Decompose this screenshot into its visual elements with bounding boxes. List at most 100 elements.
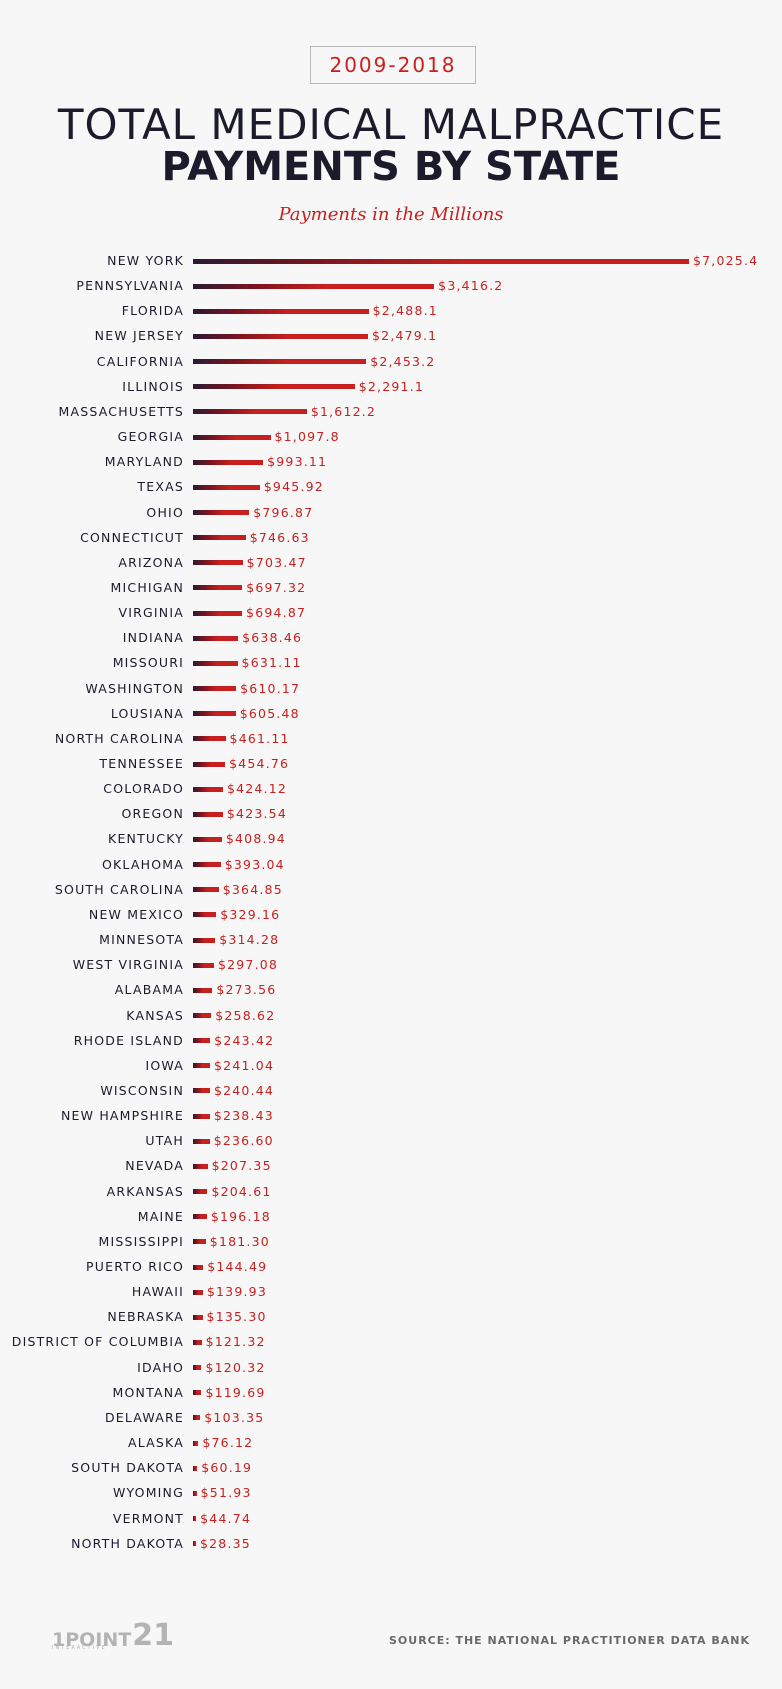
value-label: $44.74 xyxy=(200,1510,252,1526)
category-label: WISCONSIN xyxy=(100,1082,184,1098)
bar xyxy=(193,1415,201,1421)
bar xyxy=(193,434,271,440)
category-label: CALIFORNIA xyxy=(96,353,184,369)
bar xyxy=(193,560,243,566)
value-label: $697.32 xyxy=(246,579,307,595)
bar xyxy=(193,1339,202,1345)
bar xyxy=(193,1013,212,1018)
value-label: $314.28 xyxy=(219,932,280,948)
value-label: $796.87 xyxy=(253,504,314,520)
value-label: $121.32 xyxy=(205,1334,266,1350)
value-label: $60.19 xyxy=(201,1460,253,1476)
bar xyxy=(193,1113,210,1119)
category-label: MARYLAND xyxy=(104,454,184,470)
category-label: MICHIGAN xyxy=(110,579,184,595)
value-label: $119.69 xyxy=(205,1384,266,1400)
value-label: $3,416.2 xyxy=(438,278,504,294)
bar xyxy=(193,1214,207,1220)
value-label: $364.85 xyxy=(222,881,283,897)
category-label: HAWAII xyxy=(131,1284,184,1300)
value-label: $241.04 xyxy=(214,1057,275,1073)
category-label: TENNESSEE xyxy=(99,756,184,771)
category-label: NEW YORK xyxy=(107,253,184,268)
category-label: MONTANA xyxy=(112,1384,184,1400)
category-label: ALASKA xyxy=(127,1435,184,1451)
value-label: $461.11 xyxy=(229,730,290,746)
logo-subtext: INTERACTIVE xyxy=(52,1645,107,1651)
value-label: $7,025.4 xyxy=(693,253,759,268)
bar xyxy=(193,1038,211,1044)
bar xyxy=(193,585,243,591)
value-label: $76.12 xyxy=(202,1435,254,1451)
page-title-line1: TOTAL MEDICAL MALPRACTICE xyxy=(57,100,725,149)
bar xyxy=(193,610,243,616)
bar xyxy=(193,359,367,365)
category-label: IDAHO xyxy=(137,1359,184,1375)
category-label: MAINE xyxy=(137,1208,184,1224)
value-label: $258.62 xyxy=(215,1007,276,1023)
value-label: $139.93 xyxy=(206,1284,267,1300)
category-label: UTAH xyxy=(145,1133,184,1149)
category-label: KENTUCKY xyxy=(108,831,184,847)
category-label: PUERTO RICO xyxy=(86,1259,184,1274)
bar xyxy=(193,1490,197,1496)
category-label: RHODE ISLAND xyxy=(73,1032,184,1048)
category-label: KANSAS xyxy=(126,1007,184,1023)
value-label: $1,097.8 xyxy=(274,429,340,445)
bar xyxy=(193,711,236,717)
category-label: OREGON xyxy=(121,806,184,822)
value-label: $408.94 xyxy=(225,831,286,847)
value-label: $51.93 xyxy=(200,1485,252,1501)
value-label: $945.92 xyxy=(263,479,324,495)
bar xyxy=(193,1063,211,1069)
bar xyxy=(193,1163,208,1169)
value-label: $329.16 xyxy=(220,906,281,922)
value-label: $236.60 xyxy=(213,1133,274,1149)
category-label: NEVADA xyxy=(125,1158,184,1174)
value-label: $610.17 xyxy=(240,680,301,696)
category-label: NORTH DAKOTA xyxy=(71,1535,184,1551)
bar xyxy=(193,962,214,968)
value-label: $1,612.2 xyxy=(310,403,377,419)
category-label: MISSISSIPPI xyxy=(98,1233,184,1249)
category-label: COLORADO xyxy=(103,781,184,797)
category-label: ARIZONA xyxy=(118,554,184,570)
value-label: $204.61 xyxy=(211,1183,272,1199)
category-label: WEST VIRGINIA xyxy=(72,957,184,973)
value-label: $120.32 xyxy=(205,1359,266,1375)
bar xyxy=(193,836,222,842)
bar xyxy=(193,384,355,390)
bar xyxy=(193,1239,206,1245)
bar xyxy=(193,686,237,692)
bar xyxy=(193,258,689,264)
logo-number: 21 xyxy=(132,1618,174,1653)
category-label: VIRGINIA xyxy=(118,605,184,621)
category-label: VERMONT xyxy=(112,1510,184,1526)
value-label: $2,488.1 xyxy=(372,303,438,319)
value-label: $605.48 xyxy=(239,705,300,721)
bar xyxy=(193,1289,203,1295)
category-label: MASSACHUSETTS xyxy=(58,403,184,419)
value-label: $181.30 xyxy=(209,1233,270,1249)
bar xyxy=(193,333,369,339)
value-label: $207.35 xyxy=(211,1158,272,1174)
bar xyxy=(193,887,219,893)
bar xyxy=(193,283,435,289)
bar xyxy=(193,1440,199,1446)
bar xyxy=(193,862,221,868)
value-label: $196.18 xyxy=(210,1208,271,1224)
category-label: DELAWARE xyxy=(104,1409,184,1425)
logo-text: 1POINT xyxy=(52,1629,132,1651)
category-label: IOWA xyxy=(145,1057,184,1073)
bar xyxy=(193,409,307,415)
value-label: $424.12 xyxy=(226,781,288,797)
bar xyxy=(193,459,264,465)
bar xyxy=(193,1465,198,1471)
bar xyxy=(193,484,260,490)
value-label: $297.08 xyxy=(217,957,279,973)
bar xyxy=(193,987,213,993)
bar xyxy=(193,1390,202,1396)
value-label: $2,291.1 xyxy=(358,378,425,394)
category-label: NORTH CAROLINA xyxy=(54,730,184,746)
